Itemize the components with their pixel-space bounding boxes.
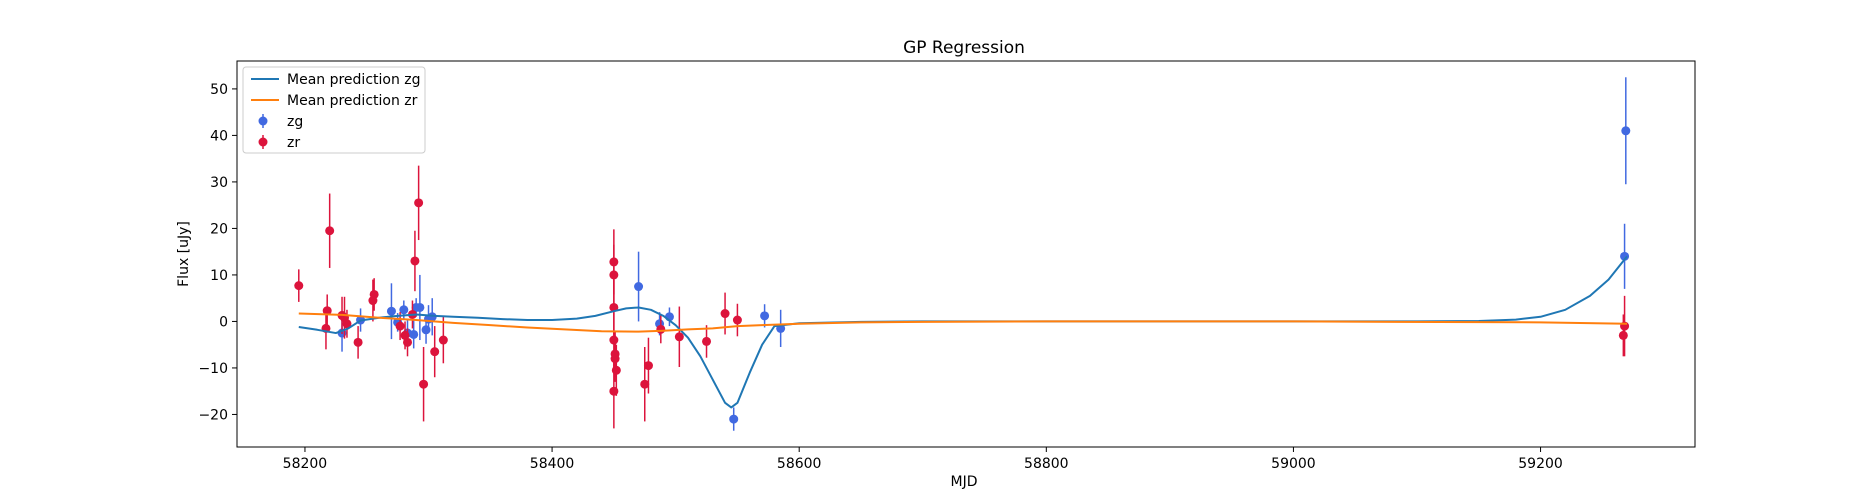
x-axis-label: MJD: [951, 474, 978, 490]
data-point-zr: [438, 335, 448, 345]
data-point-zg: [386, 306, 396, 316]
data-point-zr: [403, 337, 413, 347]
data-point-zg: [634, 282, 644, 292]
data-point-zr: [609, 335, 619, 345]
data-point-zr: [610, 354, 620, 364]
data-point-zr: [430, 347, 440, 357]
data-point-zr: [702, 336, 712, 346]
data-point-zg: [1620, 251, 1630, 261]
plot-frame: [236, 60, 1696, 448]
y-axis: −20 −10 0 10 20 30 40 50: [198, 82, 237, 423]
data-point-zr: [609, 386, 619, 396]
data-point-zr: [609, 270, 619, 280]
legend-label-zr: zr: [287, 135, 300, 151]
y-tick-label: −20: [198, 407, 228, 423]
y-tick-label: −10: [198, 361, 228, 377]
y-tick-label: 20: [210, 221, 228, 237]
data-point-zg: [399, 305, 409, 315]
legend: Mean prediction zg Mean prediction zr zg…: [242, 66, 426, 154]
y-tick-label: 30: [210, 175, 228, 191]
data-point-zr: [656, 324, 666, 334]
data-point-zr: [395, 321, 405, 331]
data-point-zr: [322, 306, 332, 316]
data-point-zr: [720, 309, 730, 319]
data-point-zr: [294, 281, 304, 291]
data-point-zr: [410, 256, 420, 266]
data-point-zr: [342, 319, 352, 329]
legend-label-zg-line: Mean prediction zg: [287, 72, 421, 88]
data-point-zr: [369, 289, 379, 299]
x-axis: 58200 58400 58600 58800 59000 59200: [283, 447, 1563, 472]
data-point-zr: [640, 379, 650, 389]
x-tick-label: 58400: [530, 456, 575, 472]
legend-swatch-zg-marker: [258, 116, 268, 126]
x-tick-label: 59000: [1271, 456, 1316, 472]
legend-label-zr-line: Mean prediction zr: [287, 93, 418, 109]
series-zr: [294, 165, 1630, 429]
y-axis-label: Flux [uJy]: [176, 221, 192, 287]
legend-swatch-zr-marker: [258, 137, 268, 147]
plot-area: [294, 77, 1631, 431]
data-point-zg: [1621, 126, 1631, 136]
mean-prediction-line-zr: [298, 312, 1628, 333]
data-point-zr: [732, 315, 742, 325]
data-point-zg: [415, 302, 425, 312]
y-tick-label: 10: [210, 268, 228, 284]
x-tick-label: 59200: [1518, 456, 1563, 472]
y-tick-label: 0: [219, 314, 228, 330]
x-tick-label: 58800: [1024, 456, 1069, 472]
data-point-zg: [409, 329, 419, 339]
data-point-zg: [729, 414, 739, 424]
x-tick-label: 58200: [283, 456, 328, 472]
data-point-zr: [643, 361, 653, 371]
data-point-zr: [674, 332, 684, 342]
data-point-zr: [419, 379, 429, 389]
data-point-zg: [760, 311, 770, 321]
y-tick-label: 40: [210, 128, 228, 144]
legend-label-zg: zg: [287, 114, 303, 130]
chart-title: GP Regression: [903, 38, 1025, 58]
y-tick-label: 50: [210, 82, 228, 98]
data-point-zr: [325, 226, 335, 236]
legend-box: [242, 66, 426, 154]
data-point-zr: [414, 198, 424, 208]
data-point-zr: [1618, 330, 1628, 340]
x-tick-label: 58600: [777, 456, 822, 472]
data-point-zr: [353, 337, 363, 347]
